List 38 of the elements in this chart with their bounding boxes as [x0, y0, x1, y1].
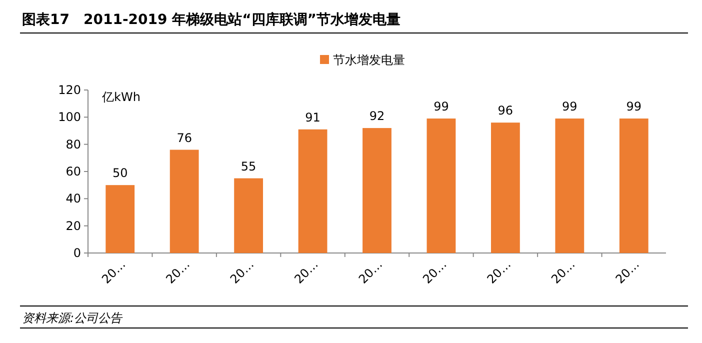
data-label: 99 — [626, 100, 642, 114]
chart-title: 图表17 2011-2019 年梯级电站“四库联调”节水增发电量 — [22, 11, 400, 28]
data-label: 55 — [240, 159, 256, 174]
bar — [426, 118, 456, 253]
x-tick-label: 20… — [612, 257, 642, 286]
bar — [170, 150, 199, 253]
x-tick-label: 20… — [163, 257, 192, 286]
y-tick-label: 100 — [58, 110, 81, 124]
bar — [619, 118, 648, 253]
data-label: 91 — [305, 110, 320, 124]
y-axis-title: 亿kWh — [101, 90, 140, 104]
data-label: 92 — [369, 109, 385, 124]
y-tick-label: 60 — [66, 164, 81, 178]
y-tick-label: 40 — [66, 192, 81, 206]
x-tick-label: 20… — [227, 257, 257, 286]
x-tick-label: 20… — [356, 257, 386, 286]
x-tick-label: 20… — [484, 257, 514, 286]
data-label: 96 — [498, 104, 514, 118]
y-tick-label: 20 — [66, 218, 81, 233]
x-tick-label: 20… — [292, 257, 321, 286]
data-label: 76 — [176, 130, 192, 145]
y-tick-label: 120 — [58, 83, 81, 97]
bar — [106, 185, 135, 253]
bar — [490, 122, 520, 253]
text: 资料来源:公司公告 — [22, 311, 124, 325]
x-tick-label: 20… — [420, 257, 450, 286]
bar — [555, 118, 584, 253]
y-tick-label: 80 — [66, 137, 81, 152]
data-label: 99 — [434, 100, 449, 114]
data-label: 99 — [562, 100, 578, 114]
x-tick-label: 20… — [99, 257, 128, 286]
x-tick-label: 20… — [548, 257, 578, 286]
bar — [362, 128, 392, 253]
legend-label: 节水增发电量 — [333, 53, 405, 67]
bar — [298, 129, 328, 253]
bar — [234, 178, 264, 253]
data-label: 50 — [112, 166, 128, 180]
y-tick-label: 0 — [73, 246, 81, 260]
